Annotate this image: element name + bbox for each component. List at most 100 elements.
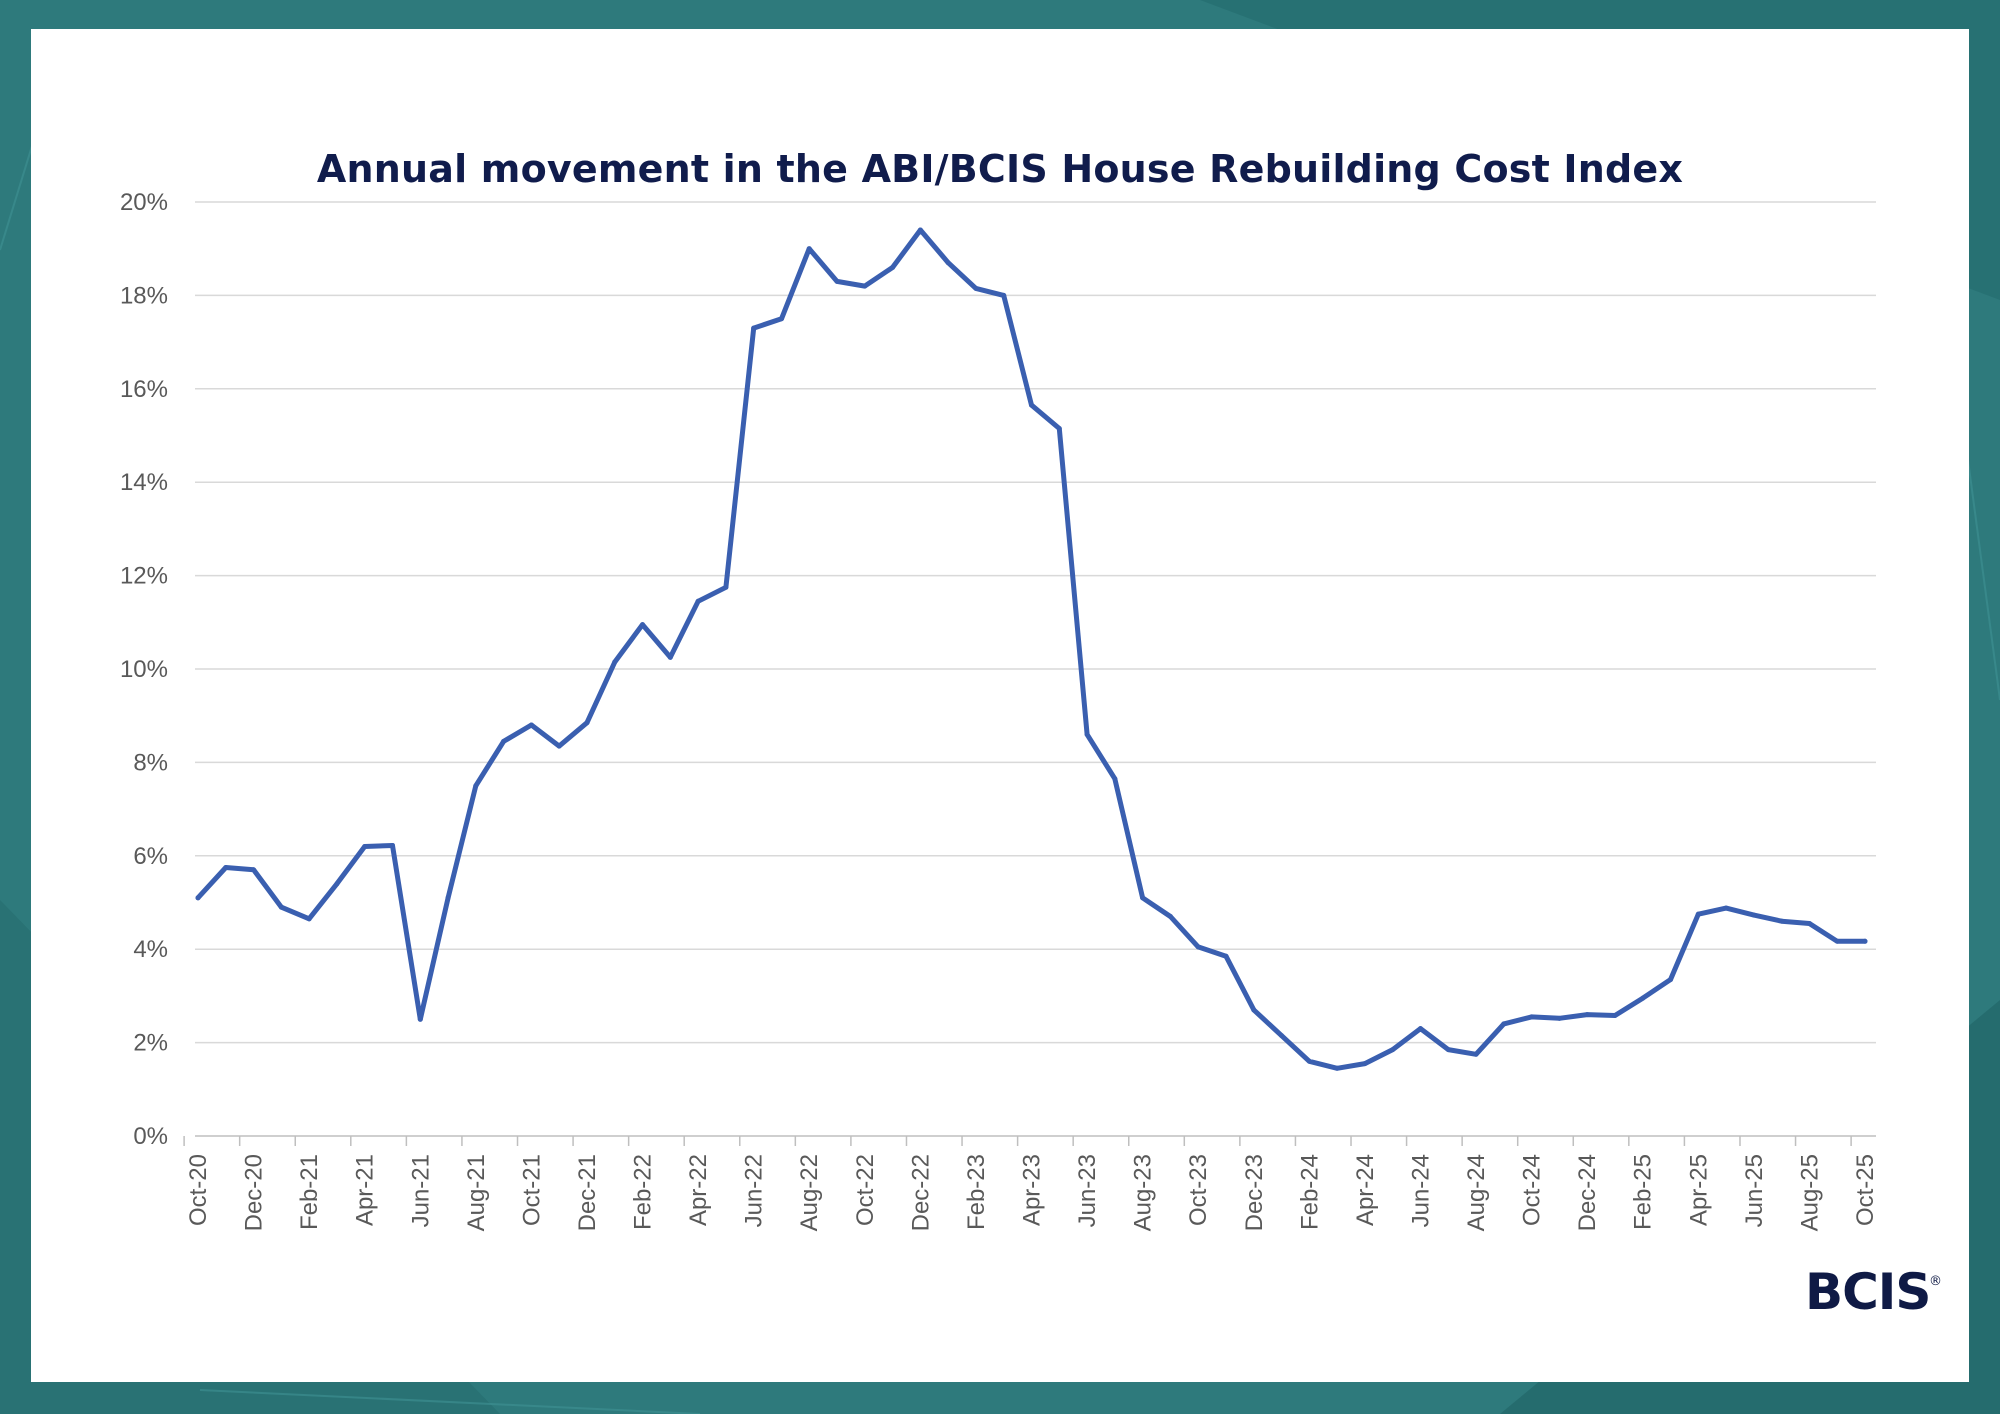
data-point (1695, 911, 1701, 917)
x-tick-label: Feb-24 (1296, 1154, 1323, 1230)
data-point (1806, 921, 1812, 927)
x-tick-label: Feb-22 (630, 1154, 657, 1230)
x-tick-label: Aug-21 (463, 1154, 490, 1231)
x-tick-label: Apr-24 (1352, 1154, 1379, 1226)
chart-title: Annual movement in the ABI/BCIS House Re… (316, 147, 1684, 191)
data-point (1112, 776, 1118, 782)
data-point (612, 659, 618, 665)
line-chart: 0% 2% 4% 6% 8% 10% 12% 14% 16% 18% 20% Oct-20 Dec-20… (120, 189, 1879, 1231)
x-tick-label: Jun-25 (1741, 1154, 1768, 1227)
data-point (862, 283, 868, 289)
data-point (528, 722, 534, 728)
x-tick-label: Oct-24 (1519, 1154, 1546, 1226)
data-point (723, 584, 729, 590)
data-point (334, 881, 340, 887)
data-point (1529, 1014, 1535, 1020)
data-point (1417, 1026, 1423, 1032)
data-point (1251, 1007, 1257, 1013)
data-point (890, 264, 896, 270)
data-point (501, 738, 507, 744)
y-tick-label: 4% (133, 936, 168, 963)
data-point (1167, 914, 1173, 920)
y-tick-label: 0% (133, 1123, 168, 1150)
x-tick-label: Oct-23 (1185, 1154, 1212, 1226)
data-point (1751, 912, 1757, 918)
data-point (417, 1016, 423, 1022)
data-point (1084, 731, 1090, 737)
x-tick-label: Dec-22 (907, 1154, 934, 1231)
data-point (917, 227, 923, 233)
data-point (584, 720, 590, 726)
data-point (1584, 1012, 1590, 1018)
data-point (973, 285, 979, 291)
y-tick-label: 10% (120, 656, 168, 683)
data-point (1668, 977, 1674, 983)
x-tick-label: Oct-25 (1852, 1154, 1879, 1226)
chart-card: 0% 2% 4% 6% 8% 10% 12% 14% 16% 18% 20% Oct-20 Dec-20… (31, 29, 1969, 1382)
data-point (1390, 1047, 1396, 1053)
data-point (1223, 953, 1229, 959)
x-tick-label: Dec-23 (1241, 1154, 1268, 1231)
data-point (695, 598, 701, 604)
data-point (556, 743, 562, 749)
data-point (1556, 1015, 1562, 1021)
data-point (667, 654, 673, 660)
data-point (1501, 1021, 1507, 1027)
x-tick-label: Jun-24 (1407, 1154, 1434, 1227)
data-point (1334, 1065, 1340, 1071)
x-tick-label: Jun-23 (1074, 1154, 1101, 1227)
x-tick-label: Aug-25 (1796, 1154, 1823, 1231)
x-tick-label: Apr-21 (352, 1154, 379, 1226)
x-tick-label: Dec-24 (1574, 1154, 1601, 1231)
y-tick-label: 8% (133, 749, 168, 776)
x-tick-label: Apr-23 (1019, 1154, 1046, 1226)
x-tick-label: Oct-21 (518, 1154, 545, 1226)
y-tick-label: 2% (133, 1030, 168, 1057)
data-point (751, 325, 757, 331)
data-point (1723, 905, 1729, 911)
x-tick-label: Dec-20 (241, 1154, 268, 1231)
data-point (1779, 918, 1785, 924)
data-point (223, 864, 229, 870)
data-point (362, 843, 368, 849)
data-point (1445, 1047, 1451, 1053)
data-point (1306, 1058, 1312, 1064)
data-point (806, 246, 812, 252)
x-tick-label: Aug-24 (1463, 1154, 1490, 1231)
x-tick-label: Aug-23 (1130, 1154, 1157, 1231)
data-point (1001, 292, 1007, 298)
registered-mark: ® (1929, 1274, 1942, 1289)
x-tick-label: Dec-21 (574, 1154, 601, 1231)
data-point (306, 916, 312, 922)
y-tick-label: 6% (133, 843, 168, 870)
x-tick-label: Feb-23 (963, 1154, 990, 1230)
data-point (1056, 425, 1062, 431)
y-tick-label: 12% (120, 563, 168, 590)
x-tick-label: Apr-25 (1685, 1154, 1712, 1226)
data-point (445, 895, 451, 901)
data-point (251, 867, 257, 873)
x-tick-label: Apr-22 (685, 1154, 712, 1226)
data-point (945, 260, 951, 266)
data-point (1862, 938, 1868, 944)
data-point (1473, 1051, 1479, 1057)
data-point (778, 316, 784, 322)
x-tick-label: Aug-22 (796, 1154, 823, 1231)
data-point (195, 895, 201, 901)
data-point (1640, 995, 1646, 1001)
x-tick-label: Feb-21 (296, 1154, 323, 1230)
data-point (1029, 402, 1034, 408)
x-tick-label: Jun-22 (741, 1154, 768, 1227)
data-point (389, 843, 395, 849)
x-tick-label: Jun-21 (407, 1154, 434, 1227)
bcis-logo: BCIS (1805, 1263, 1931, 1321)
data-point (278, 904, 284, 910)
data-point (834, 278, 840, 284)
y-tick-label: 16% (120, 376, 168, 403)
y-tick-label: 18% (120, 282, 168, 309)
y-tick-label: 20% (120, 189, 168, 216)
data-point (1279, 1033, 1285, 1039)
x-tick-label: Oct-20 (185, 1154, 212, 1226)
series-line (195, 227, 1868, 1071)
data-point (473, 783, 479, 789)
